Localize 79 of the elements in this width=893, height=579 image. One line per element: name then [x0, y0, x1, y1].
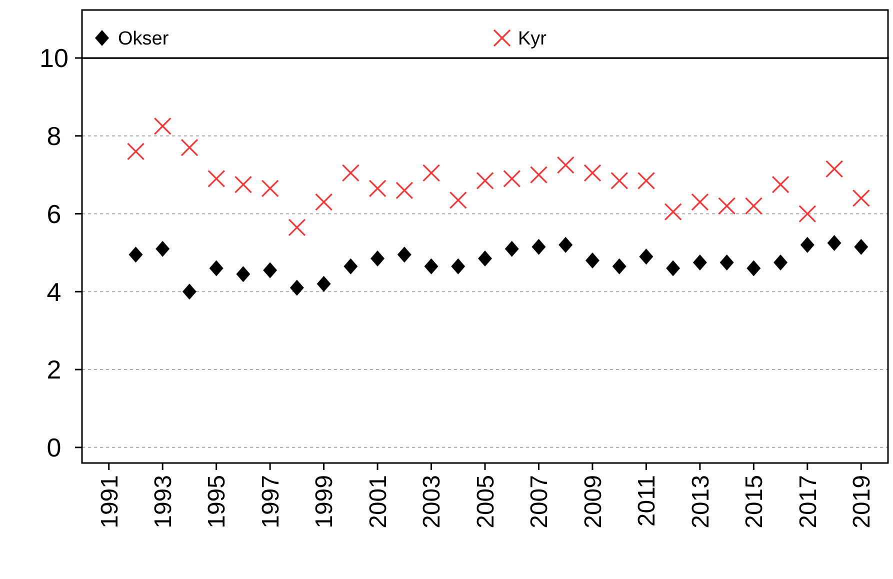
point [316, 276, 331, 292]
point [451, 258, 466, 274]
point [261, 180, 279, 198]
point [610, 172, 628, 190]
legend-label: Okser [118, 28, 170, 50]
y-tick-label: 0 [46, 432, 62, 463]
y-tick-label: 8 [46, 120, 62, 151]
point [342, 164, 360, 182]
point [315, 193, 333, 211]
point [209, 260, 224, 276]
point [154, 117, 172, 135]
point [772, 176, 790, 194]
point [370, 250, 385, 267]
point [612, 258, 626, 274]
x-tick-label: 1997 [257, 475, 284, 528]
x-tick-label: 2005 [472, 475, 500, 528]
y-tick-label: 4 [46, 276, 62, 307]
point [744, 197, 762, 215]
x-tick-label: 2015 [741, 475, 768, 528]
x-tick-label: 2009 [580, 475, 607, 528]
x-tick-label: 2003 [418, 475, 446, 528]
point [691, 193, 709, 211]
x-tick-label: 1999 [311, 475, 338, 528]
point [449, 191, 467, 209]
point [584, 164, 602, 182]
point [180, 138, 198, 156]
point [504, 240, 519, 257]
x-tick-label: 2017 [794, 475, 822, 528]
point [236, 266, 250, 282]
point [720, 254, 734, 270]
y-tick-label: 10 [40, 43, 68, 74]
point [558, 236, 573, 253]
x-tick-label: 2013 [687, 475, 714, 528]
point [666, 260, 680, 276]
point [424, 258, 438, 274]
point [774, 254, 788, 270]
point [263, 262, 278, 278]
point [128, 246, 143, 263]
x-tick-label: 1995 [204, 475, 231, 528]
point [397, 246, 412, 263]
point [798, 204, 816, 223]
point [476, 172, 494, 190]
point [854, 238, 868, 255]
x-tick-label: 1993 [150, 475, 177, 528]
point [503, 170, 521, 188]
x-tick-label: 2001 [364, 475, 392, 528]
point [396, 182, 414, 200]
point [478, 250, 492, 267]
x-tick-label: 2019 [848, 475, 876, 528]
point [746, 260, 761, 276]
point [825, 160, 844, 178]
point [126, 142, 145, 160]
point [234, 176, 252, 194]
point [288, 218, 306, 236]
x-tick-label: 2011 [634, 475, 661, 527]
point [532, 238, 546, 255]
point [637, 172, 655, 190]
y-tick-label: 6 [46, 198, 62, 229]
point [664, 203, 682, 221]
legend-label: Kyr [518, 28, 548, 50]
point [852, 189, 870, 207]
point [827, 234, 842, 251]
point [585, 252, 600, 268]
point [556, 156, 574, 174]
point [344, 258, 358, 274]
point [290, 280, 304, 296]
point [156, 240, 170, 257]
point [368, 180, 386, 198]
point [182, 284, 196, 300]
point [422, 164, 440, 182]
point [800, 236, 814, 253]
point [718, 197, 736, 215]
x-tick-label: 2007 [526, 475, 554, 528]
point [530, 166, 548, 184]
point [692, 254, 707, 270]
x-tick-label: 1991 [96, 475, 124, 528]
point [639, 248, 654, 265]
point [208, 170, 226, 188]
y-tick-label: 2 [46, 354, 62, 385]
